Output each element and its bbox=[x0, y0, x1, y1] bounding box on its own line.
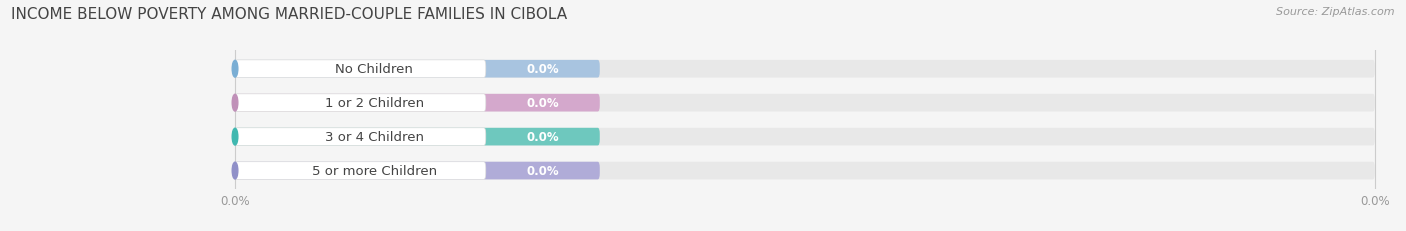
Text: 0.0%: 0.0% bbox=[526, 63, 560, 76]
Circle shape bbox=[232, 95, 238, 112]
FancyBboxPatch shape bbox=[235, 61, 486, 78]
Text: 3 or 4 Children: 3 or 4 Children bbox=[325, 131, 423, 143]
FancyBboxPatch shape bbox=[235, 61, 1375, 78]
Text: 0.0%: 0.0% bbox=[526, 164, 560, 177]
FancyBboxPatch shape bbox=[235, 128, 600, 146]
FancyBboxPatch shape bbox=[235, 162, 486, 180]
FancyBboxPatch shape bbox=[235, 162, 1375, 180]
Circle shape bbox=[232, 61, 238, 78]
FancyBboxPatch shape bbox=[235, 162, 600, 180]
Circle shape bbox=[232, 162, 238, 179]
FancyBboxPatch shape bbox=[235, 128, 1375, 146]
Circle shape bbox=[232, 129, 238, 145]
FancyBboxPatch shape bbox=[235, 94, 600, 112]
Text: 0.0%: 0.0% bbox=[526, 131, 560, 143]
Text: Source: ZipAtlas.com: Source: ZipAtlas.com bbox=[1277, 7, 1395, 17]
Text: 0.0%: 0.0% bbox=[526, 97, 560, 110]
FancyBboxPatch shape bbox=[235, 94, 1375, 112]
Text: 1 or 2 Children: 1 or 2 Children bbox=[325, 97, 423, 110]
FancyBboxPatch shape bbox=[235, 94, 486, 112]
FancyBboxPatch shape bbox=[235, 61, 600, 78]
FancyBboxPatch shape bbox=[235, 128, 486, 146]
Text: INCOME BELOW POVERTY AMONG MARRIED-COUPLE FAMILIES IN CIBOLA: INCOME BELOW POVERTY AMONG MARRIED-COUPL… bbox=[11, 7, 568, 22]
Text: No Children: No Children bbox=[335, 63, 413, 76]
Text: 5 or more Children: 5 or more Children bbox=[312, 164, 437, 177]
